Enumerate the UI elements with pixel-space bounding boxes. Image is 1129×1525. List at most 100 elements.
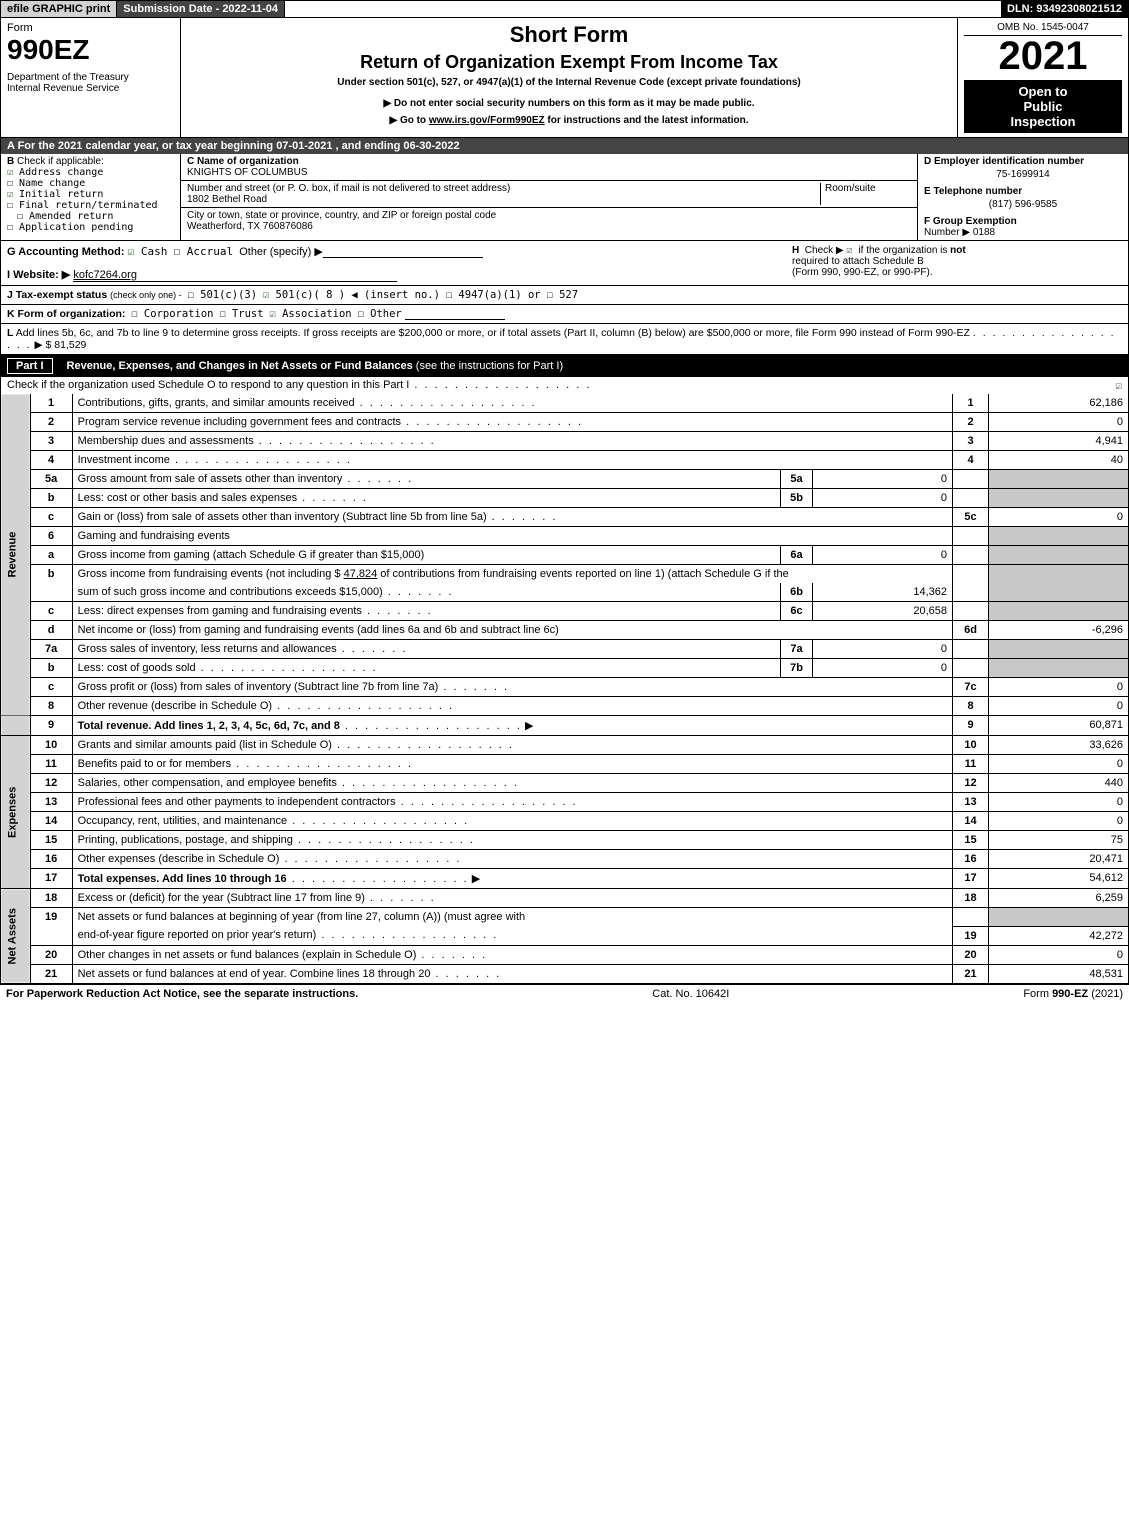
h-text3: required to attach Schedule B	[792, 256, 924, 267]
desc-6b-2: of contributions from fundraising events…	[380, 568, 788, 580]
ln-3: 3	[30, 432, 72, 451]
ln-4: 4	[30, 451, 72, 470]
top-bar: efile GRAPHIC print Submission Date - 20…	[0, 0, 1129, 18]
chk-app-pending[interactable]: Application pending	[7, 222, 174, 233]
subval-5b: 0	[813, 489, 953, 508]
i-website-label: I Website: ▶	[7, 269, 70, 281]
line-13: 13 Professional fees and other payments …	[1, 793, 1129, 812]
subln-7a: 7a	[781, 640, 813, 659]
chk-schedule-o[interactable]	[1115, 379, 1122, 392]
org-street: 1802 Bethel Road	[187, 194, 816, 205]
shade-5b-v	[989, 489, 1129, 508]
chk-other-org-label: Other	[370, 308, 402, 320]
line-20: 20 Other changes in net assets or fund b…	[1, 945, 1129, 964]
val-3: 4,941	[989, 432, 1129, 451]
expenses-vlabel: Expenses	[1, 736, 31, 889]
col-16: 16	[953, 850, 989, 869]
desc-15: Printing, publications, postage, and shi…	[78, 834, 293, 846]
open-to: Open to	[968, 84, 1118, 99]
line-6d: d Net income or (loss) from gaming and f…	[1, 621, 1129, 640]
col-8: 8	[953, 697, 989, 716]
footer-right-pre: Form	[1023, 988, 1052, 1000]
h-not: not	[950, 245, 966, 256]
h-label: H	[792, 245, 799, 256]
line-5c: c Gain or (loss) from sale of assets oth…	[1, 508, 1129, 527]
chk-address-change[interactable]: Address change	[7, 167, 174, 178]
desc-1: Contributions, gifts, grants, and simila…	[78, 397, 355, 409]
chk-527[interactable]: 527	[546, 289, 578, 301]
ln-2: 2	[30, 413, 72, 432]
chk-amended[interactable]: Amended return	[17, 211, 174, 222]
chk-other-org[interactable]: Other	[357, 308, 401, 320]
website-link[interactable]: kofc7264.org	[73, 269, 397, 282]
chk-corp[interactable]: Corporation	[131, 308, 213, 320]
chk-trust[interactable]: Trust	[219, 308, 263, 320]
ln-5c: c	[30, 508, 72, 527]
line-7c: c Gross profit or (loss) from sales of i…	[1, 678, 1129, 697]
row-j: J Tax-exempt status (check only one) - 5…	[0, 286, 1129, 305]
chk-amended-label: Amended return	[29, 211, 113, 222]
val-20: 0	[989, 945, 1129, 964]
line-6b-1: b Gross income from fundraising events (…	[1, 565, 1129, 584]
chk-name-change[interactable]: Name change	[7, 178, 174, 189]
d-ein-label: D Employer identification number	[924, 156, 1122, 167]
ln-17: 17	[30, 869, 72, 889]
val-12: 440	[989, 774, 1129, 793]
chk-address-change-label: Address change	[19, 167, 103, 178]
ln-6b: b	[30, 565, 72, 602]
line-10: Expenses 10 Grants and similar amounts p…	[1, 736, 1129, 755]
ln-7a: 7a	[30, 640, 72, 659]
subln-6c: 6c	[781, 602, 813, 621]
line-5a: 5a Gross amount from sale of assets othe…	[1, 470, 1129, 489]
val-1: 62,186	[989, 394, 1129, 413]
chk-assoc[interactable]: Association	[269, 308, 351, 320]
val-9: 60,871	[989, 716, 1129, 736]
g-other-blank[interactable]	[323, 246, 483, 258]
b-letter: B	[7, 156, 14, 167]
group-exemption-value: 0188	[973, 227, 995, 238]
chk-h[interactable]	[846, 245, 858, 256]
amt-6b: 47,824	[344, 568, 378, 580]
chk-final-return[interactable]: Final return/terminated	[7, 200, 174, 211]
shade-6	[953, 527, 989, 546]
efile-label[interactable]: efile GRAPHIC print	[1, 1, 117, 17]
desc-16: Other expenses (describe in Schedule O)	[78, 853, 280, 865]
desc-14: Occupancy, rent, utilities, and maintena…	[78, 815, 288, 827]
chk-501c3[interactable]: 501(c)(3)	[187, 289, 257, 301]
ln-10: 10	[30, 736, 72, 755]
desc-6c: Less: direct expenses from gaming and fu…	[78, 605, 362, 617]
chk-cash[interactable]: Cash	[128, 245, 168, 258]
tax-year: 2021	[964, 36, 1122, 76]
ln-18: 18	[30, 889, 72, 908]
room-suite-label: Room/suite	[821, 183, 911, 205]
b-check-label: Check if applicable:	[17, 156, 104, 167]
val-18: 6,259	[989, 889, 1129, 908]
chk-accrual[interactable]: Accrual	[173, 245, 233, 258]
irs-link[interactable]: www.irs.gov/Form990EZ	[429, 115, 545, 126]
part1-check-row: Check if the organization used Schedule …	[0, 377, 1129, 394]
ln-13: 13	[30, 793, 72, 812]
chk-501c[interactable]: 501(c)( 8 ) ◀ (insert no.)	[263, 289, 440, 301]
form-number: 990EZ	[7, 34, 174, 66]
section-ghi: G Accounting Method: Cash Accrual Other …	[0, 241, 1129, 286]
desc-12: Salaries, other compensation, and employ…	[78, 777, 337, 789]
ln-19: 19	[30, 908, 72, 946]
org-name: KNIGHTS OF COLUMBUS	[187, 167, 911, 178]
shade-7a-v	[989, 640, 1129, 659]
chk-initial-return[interactable]: Initial return	[7, 189, 174, 200]
col-11: 11	[953, 755, 989, 774]
line-5b: b Less: cost or other basis and sales ex…	[1, 489, 1129, 508]
chk-4947[interactable]: 4947(a)(1) or	[446, 289, 541, 301]
note-goto-pre: Go to	[400, 115, 429, 126]
ln-6d: d	[30, 621, 72, 640]
line-2: 2 Program service revenue including gove…	[1, 413, 1129, 432]
desc-7b: Less: cost of goods sold	[78, 662, 196, 674]
k-other-blank[interactable]	[405, 308, 505, 320]
h-text4: (Form 990, 990-EZ, or 990-PF).	[792, 267, 933, 278]
footer-left: For Paperwork Reduction Act Notice, see …	[6, 988, 358, 1000]
part1-title: Revenue, Expenses, and Changes in Net As…	[67, 360, 413, 372]
val-6d: -6,296	[989, 621, 1129, 640]
phone-value: (817) 596-9585	[924, 199, 1122, 210]
ln-14: 14	[30, 812, 72, 831]
line-16: 16 Other expenses (describe in Schedule …	[1, 850, 1129, 869]
